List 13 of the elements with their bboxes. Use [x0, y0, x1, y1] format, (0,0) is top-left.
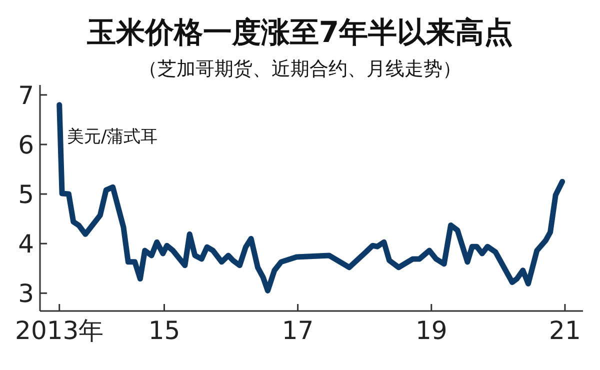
- y-axis-title: 美元/蒲式耳: [67, 127, 158, 147]
- x-tick-label: 15: [148, 316, 180, 345]
- y-tick-label: 4: [18, 230, 34, 259]
- y-tick-label: 5: [18, 180, 34, 210]
- x-tick-label: 17: [282, 316, 314, 345]
- y-tick-label: 6: [18, 130, 34, 160]
- chart-subtitle: （芝加哥期货、近期合约、月线走势）: [138, 58, 462, 80]
- x-tick-label: 21: [549, 316, 581, 345]
- x-tick-label: 19: [415, 316, 448, 345]
- y-tick-label: 3: [18, 279, 34, 308]
- y-tick-label: 7: [18, 80, 34, 110]
- x-tick-label: 2013年: [15, 316, 104, 345]
- chart-title: 玉米价格一度涨至7年半以来高点: [86, 15, 514, 49]
